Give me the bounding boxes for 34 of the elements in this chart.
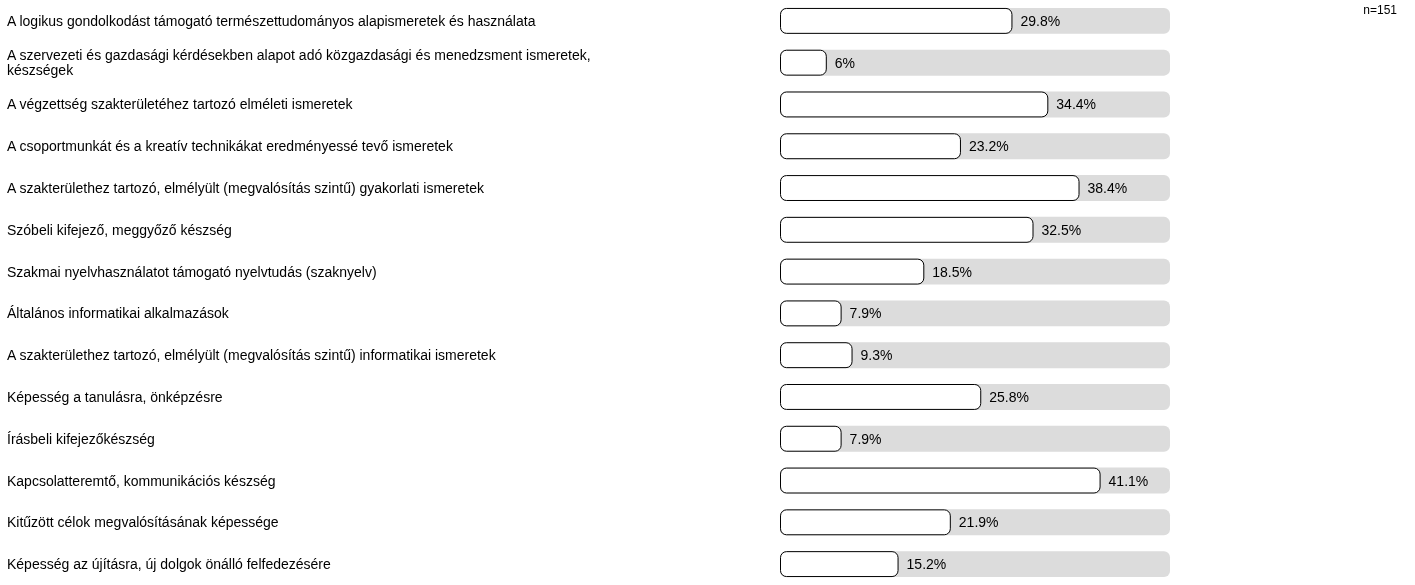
data-label: 18.5% (932, 263, 972, 280)
bar (780, 49, 827, 76)
y-tick-label: Szakmai nyelvhasználatot támogató nyelvtudás (szaknyelv) (7, 263, 377, 280)
y-tick-label: Írásbeli kifejezőkészség (7, 430, 155, 447)
data-label: 21.9% (958, 514, 999, 531)
y-tick-label: Kapcsolatteremtő, kommunikációs készség (7, 472, 276, 489)
data-label: 34.4% (1056, 96, 1097, 113)
data-label: 7.9% (849, 430, 882, 447)
data-label: 38.4% (1087, 180, 1128, 197)
y-tick-label: Szóbeli kifejező, meggyőző készség (7, 221, 232, 238)
y-tick-label: Általános informatikai alkalmazások (7, 305, 230, 322)
y-tick-label: A végzettség szakterületéhez tartozó elméleti ismeretek (7, 96, 354, 113)
bar (780, 342, 853, 369)
y-tick-label: A szakterülethez tartozó, elmélyült (megvalósítás szintű) gyakorlati ismeretek (7, 180, 485, 197)
y-tick-label: Képesség a tanulásra, önképzésre (7, 388, 223, 405)
y-tick-label: A szervezeti és gazdasági kérdésekben alapot adó közgazdasági és menedzsment ismeretek, készségek (7, 47, 595, 79)
bar (780, 300, 842, 327)
data-label: 23.2% (968, 138, 1009, 155)
data-label: 41.1% (1108, 472, 1149, 489)
data-label: 7.9% (849, 305, 882, 322)
y-tick-label: Kitűzött célok megvalósításának képessége (7, 514, 279, 531)
data-label: 9.3% (860, 347, 893, 364)
bar (780, 551, 899, 578)
data-label: 25.8% (989, 388, 1029, 405)
y-tick-label: A logikus gondolkodást támogató természettudományos alapismeretek és használata (7, 12, 536, 29)
bar (780, 425, 842, 452)
data-label: 29.8% (1020, 12, 1061, 29)
data-label: 32.5% (1041, 221, 1082, 238)
y-tick-label: A csoportmunkát és a kreatív technikákat eredményessé tevő ismeretek (7, 138, 454, 155)
data-label: 6% (834, 54, 856, 71)
y-tick-label: Képesség az újításra, új dolgok önálló felfedezésére (7, 556, 331, 573)
y-tick-label: A szakterülethez tartozó, elmélyült (megvalósítás szintű) informatikai ismeretek (7, 347, 497, 364)
text: n=151 (1363, 3, 1398, 17)
data-label: 15.2% (906, 556, 947, 573)
